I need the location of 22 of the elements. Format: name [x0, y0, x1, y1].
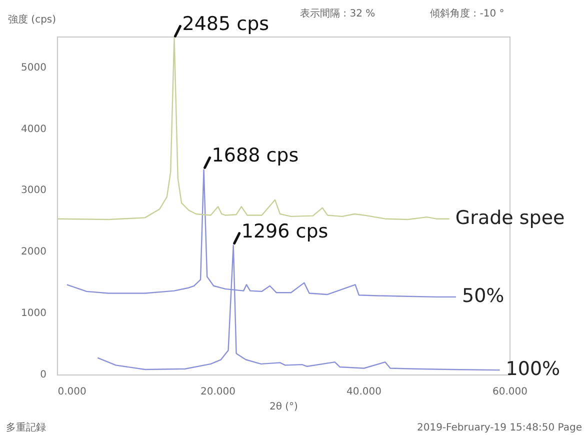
text: 2019-February-19 15:48:50 Page — [416, 422, 582, 434]
series-label: Grade spee — [455, 206, 565, 229]
y-tick-label: 2000 — [20, 246, 46, 258]
text: 表示間隔 : 32 % — [300, 8, 376, 20]
y-axis-title: 強度 (cps) — [8, 14, 56, 26]
y-tick-label: 0 — [40, 370, 46, 381]
y-tick-label: 5000 — [20, 62, 46, 74]
x-tick-label: 40.000 — [346, 386, 382, 398]
x-tick-label: 20.000 — [200, 386, 236, 398]
y-tick-label: 4000 — [20, 124, 46, 135]
text: 傾斜角度 : -10 ° — [430, 8, 504, 20]
text: 多重記録 — [6, 422, 46, 434]
series-label: 50% — [462, 284, 504, 307]
annotation: 1296 cps — [241, 220, 328, 242]
series-label: 100% — [506, 358, 560, 380]
y-tick-label: 1000 — [20, 308, 46, 320]
annotation: 2485 cps — [182, 13, 270, 36]
x-tick-label: 0.000 — [58, 386, 86, 398]
y-tick-label: 3000 — [20, 185, 46, 196]
annotation: 1688 cps — [212, 144, 299, 167]
x-tick-label: 60.000 — [492, 386, 528, 398]
x-axis-title: 2θ (°) — [269, 402, 298, 413]
